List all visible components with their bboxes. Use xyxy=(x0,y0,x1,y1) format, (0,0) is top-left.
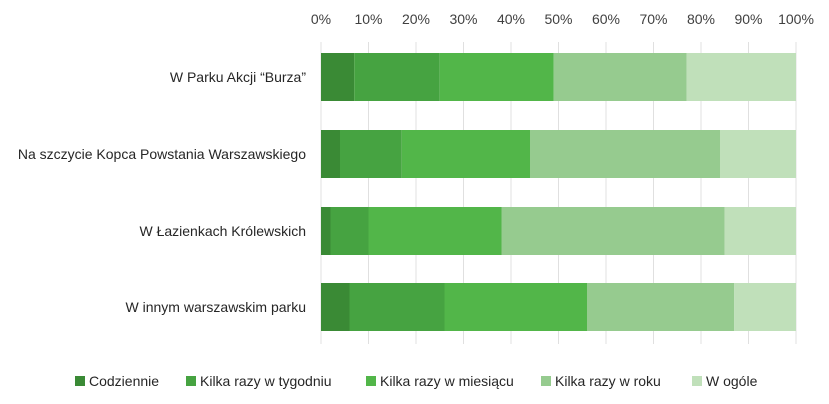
bars xyxy=(321,53,796,331)
category-label: W Parku Akcji “Burza” xyxy=(170,69,306,85)
bar-segment xyxy=(368,207,502,255)
x-tick-label: 90% xyxy=(734,11,762,27)
bar-segment xyxy=(330,207,369,255)
x-tick-label: 60% xyxy=(592,11,620,27)
x-tick-label: 100% xyxy=(778,11,814,27)
category-label: W innym warszawskim parku xyxy=(126,299,306,315)
x-axis-ticks: 0% 10% 20% 30% 40% 50% 60% 70% 80% 90% 100% xyxy=(311,11,814,27)
bar-segment xyxy=(530,130,720,178)
category-labels: W Parku Akcji “Burza” Na szczycie Kopca P… xyxy=(18,69,306,315)
bar-segment xyxy=(354,53,440,101)
bar-segment xyxy=(587,283,735,331)
x-tick-label: 50% xyxy=(544,11,572,27)
legend-swatch xyxy=(186,376,196,386)
x-tick-label: 80% xyxy=(687,11,715,27)
bar-segment xyxy=(321,53,355,101)
bar-segment xyxy=(720,130,796,178)
bar-segment xyxy=(321,130,340,178)
legend-label: Kilka razy w miesiącu xyxy=(380,373,514,389)
bar-segment xyxy=(321,283,350,331)
legend-label: W ogóle xyxy=(706,373,758,389)
x-tick-label: 0% xyxy=(311,11,331,27)
legend-label: Codziennie xyxy=(89,373,159,389)
bar-segment xyxy=(501,207,725,255)
x-tick-label: 10% xyxy=(354,11,382,27)
x-tick-label: 40% xyxy=(497,11,525,27)
legend: Codziennie Kilka razy w tygodniu Kilka raz… xyxy=(75,373,758,389)
legend-label: Kilka razy w tygodniu xyxy=(200,373,332,389)
bar-segment xyxy=(724,207,796,255)
x-tick-label: 70% xyxy=(639,11,667,27)
bar-segment xyxy=(439,53,554,101)
bar-segment xyxy=(553,53,687,101)
category-label: Na szczycie Kopca Powstania Warszawskieg… xyxy=(18,146,306,162)
category-label: W Łazienkach Królewskich xyxy=(139,223,306,239)
bar-segment xyxy=(734,283,796,331)
bar-segment xyxy=(401,130,530,178)
bar-segment xyxy=(340,130,402,178)
legend-swatch xyxy=(541,376,551,386)
bar-segment xyxy=(321,207,331,255)
x-tick-label: 30% xyxy=(449,11,477,27)
bar-segment xyxy=(349,283,445,331)
legend-label: Kilka razy w roku xyxy=(555,373,661,389)
x-tick-label: 20% xyxy=(402,11,430,27)
bar-segment xyxy=(686,53,796,101)
bar-segment xyxy=(444,283,587,331)
legend-swatch xyxy=(366,376,376,386)
legend-swatch xyxy=(75,376,85,386)
legend-swatch xyxy=(692,376,702,386)
